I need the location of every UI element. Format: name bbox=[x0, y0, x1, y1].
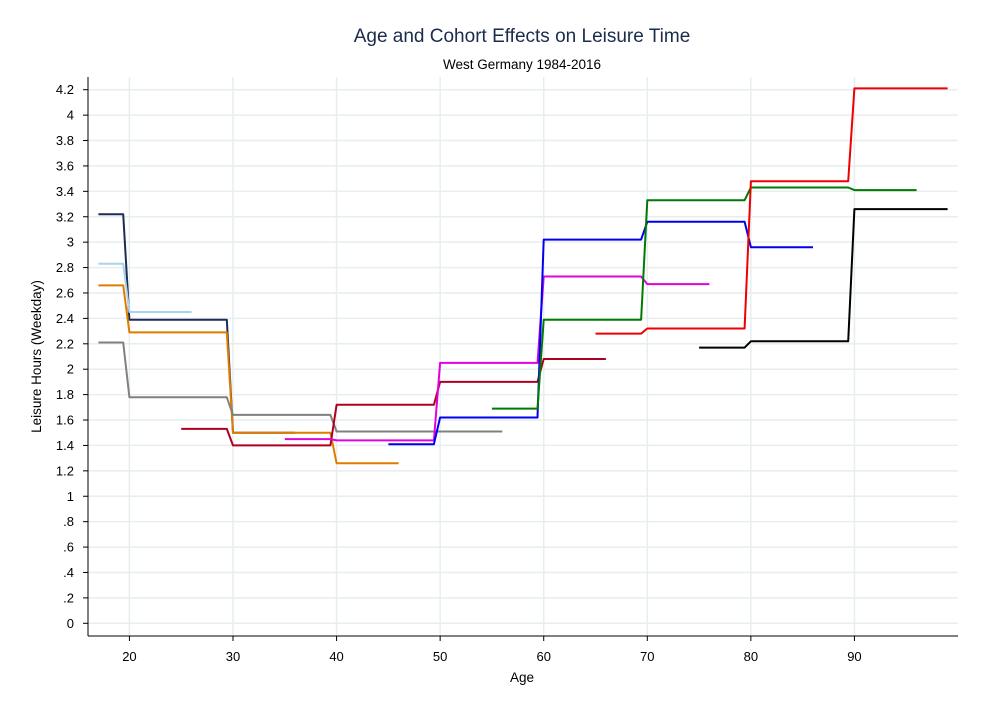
x-tick-label: 60 bbox=[536, 649, 550, 664]
y-tick-label: 2.2 bbox=[56, 336, 74, 351]
series-line-5 bbox=[181, 358, 606, 447]
grid bbox=[88, 77, 958, 636]
y-tick-label: 2 bbox=[67, 362, 74, 377]
x-tick-label: 40 bbox=[329, 649, 343, 664]
y-tick-label: 0 bbox=[67, 616, 74, 631]
y-tick-label: 4.2 bbox=[56, 82, 74, 97]
y-tick-label: 3.6 bbox=[56, 158, 74, 173]
y-tick-label: .4 bbox=[63, 565, 74, 580]
y-tick-label: 3.4 bbox=[56, 184, 74, 199]
chart-title: Age and Cohort Effects on Leisure Time bbox=[353, 26, 691, 47]
x-tick-label: 50 bbox=[433, 649, 447, 664]
y-tick-label: 2.4 bbox=[56, 311, 74, 326]
y-tick-label: 1.4 bbox=[56, 438, 74, 453]
x-tick-label: 70 bbox=[640, 649, 654, 664]
y-tick-label: 1.6 bbox=[56, 413, 74, 428]
y-tick-label: 1.8 bbox=[56, 387, 74, 402]
series-lines bbox=[98, 87, 948, 465]
y-tick-label: 2.6 bbox=[56, 285, 74, 300]
y-tick-label: 3.8 bbox=[56, 133, 74, 148]
x-tick-label: 80 bbox=[744, 649, 758, 664]
x-tick-label: 90 bbox=[847, 649, 861, 664]
series-line-10 bbox=[699, 208, 948, 349]
axes: 0 .2 .4 .6 .8 1 1.2 1.4 1.6 1.8 2 2.2 2.4 2.6 2.8 3 3.2 3… bbox=[56, 77, 958, 664]
y-tick-label: 4 bbox=[67, 108, 74, 123]
x-axis-title: Age bbox=[510, 670, 534, 685]
y-axis-title: Leisure Hours (Weekday) bbox=[29, 280, 44, 433]
y-tick-label: 1.2 bbox=[56, 463, 74, 478]
series-line-7 bbox=[388, 220, 813, 446]
x-tick-label: 20 bbox=[122, 649, 136, 664]
y-tick-label: .8 bbox=[63, 514, 74, 529]
plot-area bbox=[88, 77, 958, 636]
series-line-2 bbox=[98, 262, 192, 313]
series-line-9 bbox=[595, 87, 948, 335]
y-tick-label: 1 bbox=[67, 489, 74, 504]
series-line-6 bbox=[284, 275, 710, 442]
chart-subtitle: West Germany 1984-2016 bbox=[442, 57, 602, 72]
y-tick-label: 3.2 bbox=[56, 209, 74, 224]
series-line-8 bbox=[491, 186, 917, 410]
y-tick-label: 2.8 bbox=[56, 260, 74, 275]
x-tick-label: 30 bbox=[226, 649, 240, 664]
y-tick-label: 3 bbox=[67, 235, 74, 250]
series-line-4 bbox=[98, 341, 503, 433]
y-tick-label: .6 bbox=[63, 540, 74, 555]
y-tick-label: .2 bbox=[63, 590, 74, 605]
